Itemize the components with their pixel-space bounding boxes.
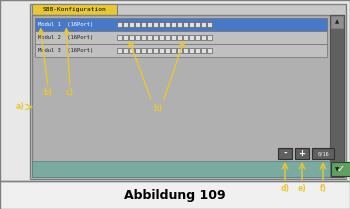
Bar [189, 35, 194, 40]
Text: b): b) [43, 88, 52, 98]
Bar [159, 48, 164, 53]
Bar [278, 148, 292, 159]
Bar [35, 18, 327, 31]
Bar [147, 22, 152, 27]
Bar [171, 48, 176, 53]
Text: c): c) [66, 88, 74, 98]
Text: +: + [299, 149, 306, 158]
Text: Modul 2  (16Port): Modul 2 (16Port) [38, 35, 93, 40]
Bar [123, 35, 128, 40]
Bar [135, 35, 140, 40]
Text: Abbildung 109: Abbildung 109 [124, 189, 226, 201]
Bar [331, 164, 343, 176]
Bar [35, 31, 327, 44]
Bar [330, 15, 344, 177]
Bar [165, 48, 170, 53]
Bar [177, 35, 182, 40]
Text: ✓: ✓ [337, 164, 345, 174]
Text: d): d) [280, 185, 289, 194]
Bar [171, 35, 176, 40]
Bar [32, 161, 330, 177]
Bar [30, 4, 346, 179]
Bar [147, 35, 152, 40]
Text: e): e) [298, 185, 306, 194]
Bar [153, 35, 158, 40]
Bar [312, 148, 334, 159]
Bar [141, 48, 146, 53]
Bar [32, 4, 117, 15]
Bar [0, 181, 350, 209]
Bar [147, 48, 152, 53]
Bar [117, 48, 122, 53]
Bar [153, 48, 158, 53]
Bar [207, 22, 212, 27]
Bar [201, 35, 206, 40]
Bar [183, 35, 188, 40]
Text: ▲: ▲ [335, 19, 339, 24]
Bar [195, 22, 200, 27]
Bar [331, 162, 350, 176]
Text: ▼: ▼ [335, 167, 339, 172]
Text: f): f) [320, 185, 327, 194]
Bar [135, 22, 140, 27]
Bar [189, 22, 194, 27]
Bar [159, 35, 164, 40]
Bar [195, 35, 200, 40]
Bar [201, 22, 206, 27]
Bar [207, 48, 212, 53]
Bar [177, 22, 182, 27]
Bar [159, 22, 164, 27]
Text: S88-Konfiguration: S88-Konfiguration [43, 7, 106, 12]
Bar [123, 48, 128, 53]
Bar [129, 35, 134, 40]
Bar [141, 35, 146, 40]
Bar [141, 22, 146, 27]
Bar [129, 22, 134, 27]
Bar [171, 22, 176, 27]
Bar [35, 44, 327, 57]
Bar [165, 22, 170, 27]
Bar [183, 48, 188, 53]
Text: 0/16: 0/16 [317, 151, 329, 156]
Bar [183, 22, 188, 27]
Text: Modul 1  (16Port): Modul 1 (16Port) [38, 22, 93, 27]
Text: Modul 3  (16Port): Modul 3 (16Port) [38, 48, 93, 53]
Bar [189, 48, 194, 53]
Bar [165, 35, 170, 40]
Bar [135, 48, 140, 53]
Bar [295, 148, 309, 159]
Bar [177, 48, 182, 53]
Bar [117, 22, 122, 27]
Text: a): a) [16, 102, 25, 111]
Bar [331, 16, 343, 28]
Text: h): h) [154, 103, 162, 112]
Bar [195, 48, 200, 53]
Bar [129, 48, 134, 53]
Bar [207, 35, 212, 40]
Bar [153, 22, 158, 27]
Bar [201, 48, 206, 53]
Bar [32, 15, 344, 177]
Bar [123, 22, 128, 27]
Text: -: - [283, 149, 287, 158]
Bar [117, 35, 122, 40]
